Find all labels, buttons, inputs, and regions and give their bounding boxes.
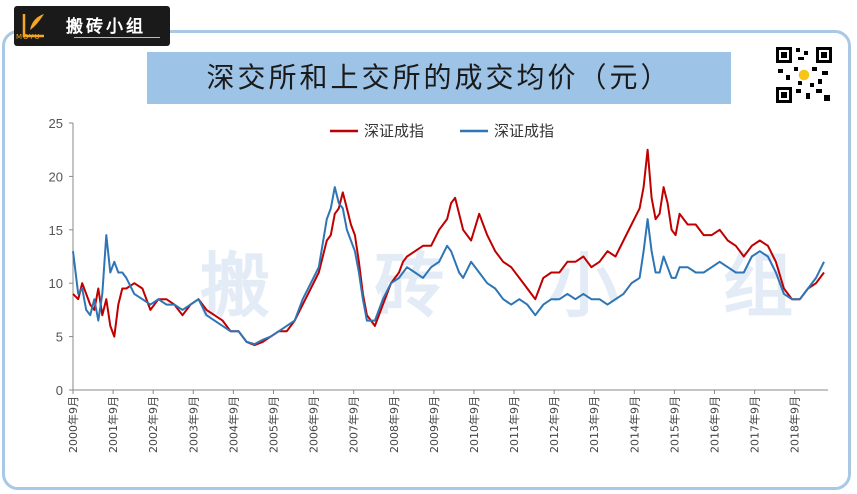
y-tick-label: 25 [49,116,63,131]
title-banner: 深交所和上交所的成交均价（元） [147,52,731,104]
x-tick-label: 2015年9月 [667,396,681,453]
logo-text: 搬砖小组 [66,17,146,37]
x-tick-label: 2018年9月 [788,396,802,453]
x-tick-label: 2014年9月 [627,396,641,453]
y-tick-label: 5 [56,330,63,345]
x-tick-label: 2001年9月 [106,396,120,453]
chart-frame [2,30,851,490]
line-chart: 0 5 10 15 20 25 2000年9月 2001年9月 2002年9月 2003年9月 20… [49,116,828,453]
x-tick-label: 2005年9月 [266,396,280,453]
chart-title: 深交所和上交所的成交均价（元） [206,61,672,94]
x-tick-label: 2004年9月 [226,396,240,453]
y-tick-label: 0 [56,383,63,398]
brand-logo: MOYU 搬砖小组 [14,6,170,46]
x-tick-label: 2003年9月 [186,396,200,453]
legend-label-1: 深证成指 [364,122,424,140]
logo-subtext: MOYU [16,33,41,41]
x-tick-label: 2016年9月 [708,396,722,453]
x-tick-label: 2017年9月 [748,396,762,453]
y-tick-label: 15 [49,223,63,238]
y-tick-label: 10 [49,276,63,291]
x-tick-label: 2006年9月 [307,396,321,453]
y-tick-label: 20 [49,169,63,184]
x-tick-label: 2002年9月 [146,396,160,453]
x-tick-label: 2000年9月 [66,396,80,453]
x-tick-label: 2013年9月 [587,396,601,453]
series-line-2 [72,186,825,346]
qr-code-icon [774,45,834,105]
logo-divider [74,37,160,38]
x-tick-label: 2007年9月 [347,396,361,453]
legend-label-2: 深证成指 [494,122,554,140]
x-tick-label: 2012年9月 [547,396,561,453]
x-tick-label: 2009年9月 [427,396,441,453]
x-tick-label: 2011年9月 [507,396,521,453]
x-tick-label: 2010年9月 [467,396,481,453]
pen-logo-icon [22,14,44,38]
x-tick-label: 2008年9月 [387,396,401,453]
